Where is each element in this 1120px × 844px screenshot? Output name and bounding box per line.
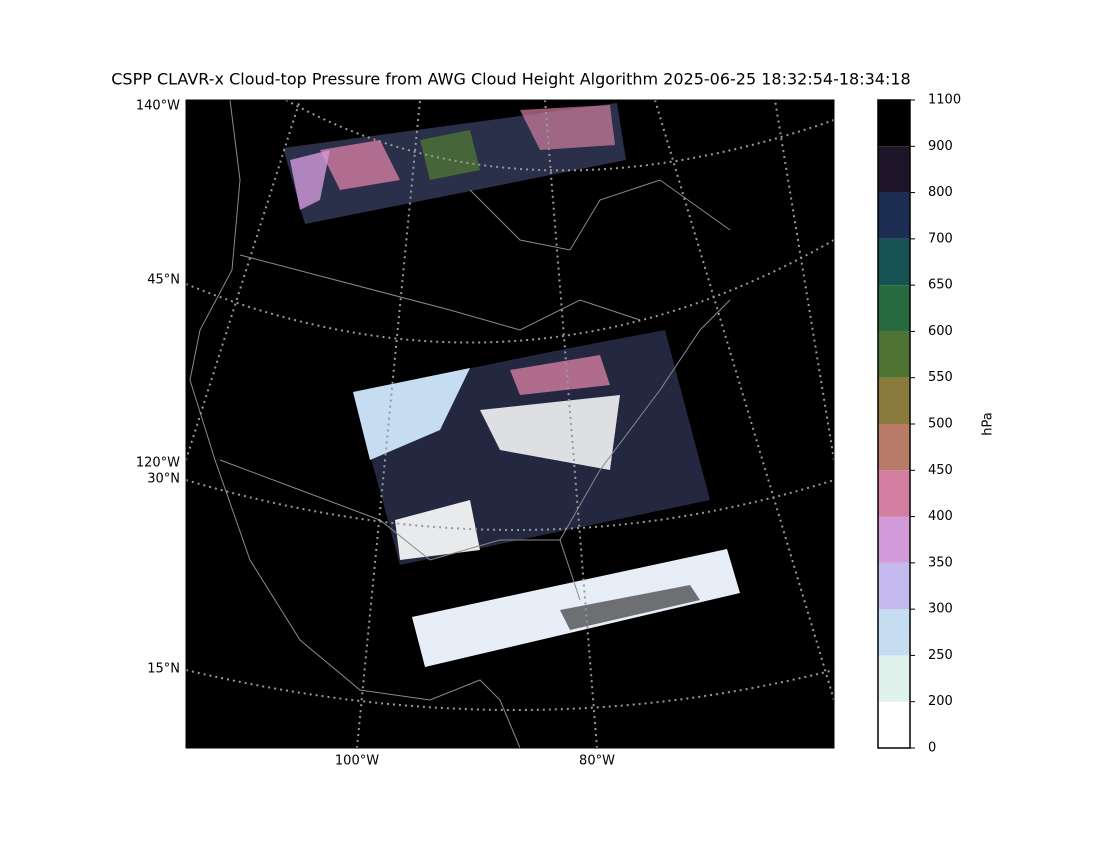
lon-label: 140°W [136,99,180,114]
colorbar-tick-label: 500 [928,417,953,432]
colorbar-segment [878,146,910,193]
colorbar-tick-label: 450 [928,463,953,478]
lon-label: 120°W [136,456,180,471]
colorbar-label: hPa [981,412,996,435]
lat-label: 15°N [147,662,180,677]
colorbar-tick-label: 350 [928,555,953,570]
map-frame [185,99,835,749]
lat-label: 45°N [147,273,180,288]
graticule [186,239,834,344]
colorbar-tick-label: 900 [928,139,953,154]
cloud-patch [520,105,615,150]
colorbar-tick-label: 800 [928,185,953,200]
coastline [219,299,731,601]
colorbar-tick-label: 0 [928,741,936,756]
colorbar-tick-label: 700 [928,231,953,246]
graticule [654,100,834,701]
colorbar-segment [878,192,910,239]
map: 140°W 45°N 120°W 30°N 15°N 100°W 80°W [136,99,835,769]
colorbar-tick-label: 200 [928,694,953,709]
title: CSPP CLAVR-x Cloud-top Pressure from AWG… [111,70,910,89]
colorbar-tick-label: 250 [928,648,953,663]
lon-label: 100°W [335,754,379,769]
colorbar-segment [878,424,910,471]
border [239,179,731,331]
map-layers [186,100,834,748]
colorbar-tick-label: 300 [928,602,953,617]
colorbar-segment [878,655,910,702]
cloud-patch [395,500,480,560]
graticule [774,100,834,461]
colorbar-tick-label: 550 [928,370,953,385]
colorbar-segment [878,470,910,517]
cloud-patch [560,585,700,630]
cloud-patch [420,130,480,180]
colorbar-segment [878,377,910,424]
colorbar-segment [878,562,910,610]
colorbar-tick-label: 1100 [928,93,961,108]
coastline [189,100,521,748]
graticule [285,100,834,172]
colorbar-tick-label: 600 [928,324,953,339]
colorbar-segment [878,331,910,378]
graticule [544,100,598,748]
graticule [356,100,421,748]
colorbar-segment [878,238,910,286]
lon-label: 80°W [579,754,615,769]
lat-label: 30°N [147,472,180,487]
cloud-patch [353,368,470,460]
colorbar-segment [878,609,910,656]
colorbar-segment [878,516,910,563]
cloud-patch [290,150,330,210]
cloud-patch [510,355,610,395]
colorbar-segment [878,100,910,147]
colorbar-tick-label: 400 [928,509,953,524]
cloud-patch [480,395,620,470]
cloud-patch [320,140,400,190]
graticule [186,479,834,531]
colorbar-segment [878,285,910,332]
colorbar-tick-label: 650 [928,278,953,293]
colorbar-segment [878,701,910,748]
